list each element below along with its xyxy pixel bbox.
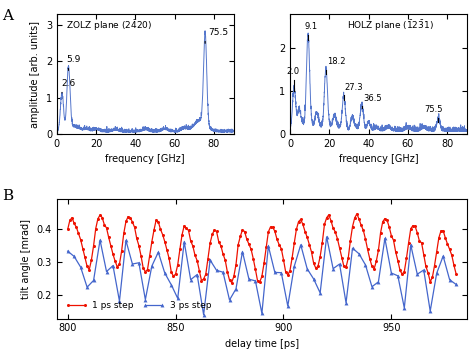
- 3 ps step: [414, 272, 420, 276]
- 3 ps step: [304, 267, 310, 271]
- 1 ps step: [453, 272, 459, 276]
- 1 ps step: [354, 212, 360, 216]
- 3 ps step: [201, 312, 207, 317]
- Legend: 1 ps step, 3 ps step: 1 ps step, 3 ps step: [62, 298, 215, 314]
- Line: 3 ps step: 3 ps step: [66, 235, 458, 317]
- Text: 9.1: 9.1: [304, 22, 317, 31]
- Y-axis label: tilt angle [mrad]: tilt angle [mrad]: [21, 219, 31, 299]
- Text: A: A: [2, 9, 13, 23]
- 3 ps step: [278, 270, 284, 275]
- X-axis label: frequency [GHz]: frequency [GHz]: [339, 154, 419, 164]
- 3 ps step: [453, 282, 459, 287]
- 1 ps step: [229, 280, 235, 285]
- Text: 75.5: 75.5: [425, 105, 443, 114]
- 3 ps step: [143, 297, 148, 302]
- 3 ps step: [155, 250, 161, 254]
- 1 ps step: [255, 279, 260, 283]
- 3 ps step: [65, 249, 71, 253]
- X-axis label: frequency [GHz]: frequency [GHz]: [105, 154, 185, 164]
- 1 ps step: [173, 272, 178, 276]
- Text: 2.0: 2.0: [286, 67, 300, 76]
- 3 ps step: [324, 235, 329, 239]
- Text: 2.6: 2.6: [61, 79, 75, 88]
- Text: 5.9: 5.9: [66, 55, 81, 64]
- 1 ps step: [391, 238, 396, 243]
- Text: HOLZ plane ($\bar{1}$2$\bar{3}$1): HOLZ plane ($\bar{1}$2$\bar{3}$1): [346, 18, 434, 33]
- Text: 18.2: 18.2: [327, 57, 346, 66]
- Text: 36.5: 36.5: [363, 94, 382, 103]
- Text: ZOLZ plane (2$\bar{4}$20): ZOLZ plane (2$\bar{4}$20): [66, 18, 152, 33]
- Text: 75.5: 75.5: [208, 28, 228, 37]
- 1 ps step: [123, 219, 129, 224]
- Text: B: B: [2, 189, 13, 203]
- X-axis label: delay time [ps]: delay time [ps]: [225, 339, 299, 349]
- 1 ps step: [253, 267, 258, 271]
- 3 ps step: [207, 258, 213, 262]
- Y-axis label: amplitude [arb. units]: amplitude [arb. units]: [30, 21, 40, 127]
- 1 ps step: [65, 227, 71, 231]
- Line: 1 ps step: 1 ps step: [66, 212, 457, 284]
- Text: 27.3: 27.3: [345, 83, 364, 92]
- 1 ps step: [97, 213, 103, 217]
